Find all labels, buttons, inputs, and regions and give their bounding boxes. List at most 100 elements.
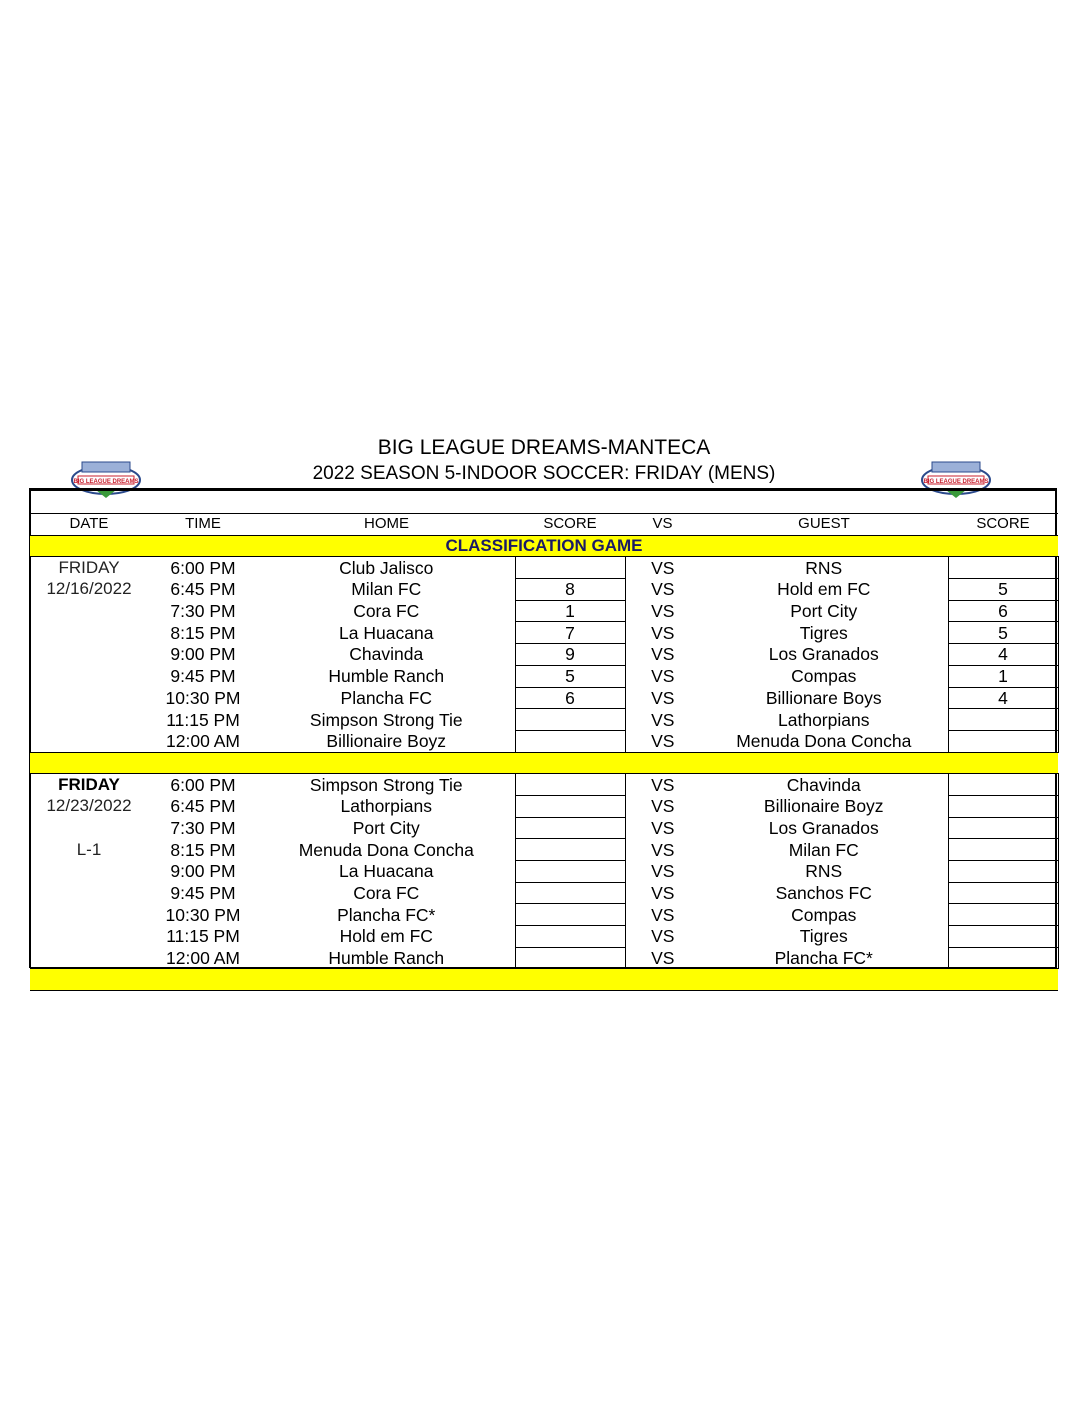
- vs-label: VS: [651, 601, 675, 622]
- guest-score[interactable]: 4: [947, 643, 1059, 666]
- home-score[interactable]: 7: [514, 621, 626, 645]
- game-row: 10:30 PM Plancha FC 6 VS Billionare Boys 4: [30, 686, 1059, 710]
- home-score[interactable]: [514, 946, 626, 970]
- guest-score[interactable]: [947, 729, 1059, 753]
- home-score[interactable]: [514, 773, 626, 796]
- guest-score[interactable]: [947, 946, 1059, 970]
- date-cell: FRIDAY: [58, 557, 120, 577]
- guest-score[interactable]: 1: [947, 664, 1059, 688]
- game-row: 12/23/2022 6:45 PM Lathorpians VS Billionair…: [30, 794, 1059, 818]
- guest-score[interactable]: [947, 881, 1059, 905]
- home-score[interactable]: [514, 794, 626, 818]
- home-score[interactable]: 9: [514, 643, 626, 666]
- home-score[interactable]: [514, 860, 626, 883]
- home-team: Hold em FC: [339, 926, 433, 947]
- game-row: 8:15 PM La Huacana 7 VS Tigres 5: [30, 621, 1059, 645]
- schedule-table: DATE TIME HOME SCORE VS GUEST SCORE CLAS…: [30, 513, 1059, 992]
- header-home: HOME: [258, 513, 515, 536]
- vs-label: VS: [651, 557, 675, 578]
- time-cell: 9:00 PM: [170, 644, 236, 665]
- game-row: 12/16/2022 6:45 PM Milan FC 8 VS Hold em FC 5: [30, 578, 1059, 601]
- header-guest: GUEST: [700, 513, 948, 536]
- vs-label: VS: [651, 579, 675, 600]
- header-vs: VS: [625, 513, 700, 536]
- time-cell: 12:00 AM: [166, 947, 240, 968]
- date-cell: [30, 600, 148, 622]
- game-row: FRIDAY 6:00 PM Simpson Strong Tie VS Chavind…: [30, 773, 1059, 796]
- game-row: 11:15 PM Simpson Strong Tie VS Lathorpians: [30, 708, 1059, 731]
- vs-label: VS: [651, 644, 675, 665]
- game-row: 7:30 PM Port City VS Los Granados: [30, 816, 1059, 840]
- guest-score[interactable]: 5: [947, 578, 1059, 601]
- guest-score[interactable]: [947, 816, 1059, 840]
- guest-score[interactable]: [947, 794, 1059, 818]
- big-league-dreams-logo: BIG LEAGUE DREAMS: [71, 461, 141, 498]
- big-league-dreams-logo: BIG LEAGUE DREAMS: [921, 461, 991, 498]
- guest-score[interactable]: [947, 903, 1059, 927]
- vs-label: VS: [651, 839, 675, 860]
- home-team: Simpson Strong Tie: [309, 774, 463, 795]
- guest-score[interactable]: [947, 925, 1059, 948]
- home-score[interactable]: 5: [514, 664, 626, 688]
- time-cell: 7:30 PM: [170, 601, 236, 622]
- date-cell: [30, 861, 148, 883]
- home-score[interactable]: [514, 925, 626, 948]
- date-cell: [30, 709, 148, 731]
- date-cell: [30, 644, 148, 666]
- home-score[interactable]: [514, 881, 626, 905]
- home-score[interactable]: 8: [514, 578, 626, 601]
- guest-score[interactable]: [947, 556, 1059, 580]
- page-title: BIG LEAGUE DREAMS-MANTECA: [377, 436, 711, 459]
- home-score[interactable]: [514, 729, 626, 753]
- time-cell: 7:30 PM: [170, 817, 236, 838]
- home-score[interactable]: 1: [514, 599, 626, 623]
- game-row: L-1 8:15 PM Menuda Dona Concha VS Milan FC: [30, 838, 1059, 861]
- game-row: 9:00 PM Chavinda 9 VS Los Granados 4: [30, 643, 1059, 666]
- home-team: Milan FC: [351, 579, 422, 600]
- vs-label: VS: [651, 774, 675, 795]
- guest-score[interactable]: 6: [947, 599, 1059, 623]
- vs-label: VS: [651, 709, 675, 730]
- guest-score[interactable]: [947, 708, 1059, 731]
- guest-team: Sanchos FC: [775, 883, 872, 904]
- guest-score[interactable]: 5: [947, 621, 1059, 645]
- guest-score[interactable]: 4: [947, 686, 1059, 710]
- home-team: La Huacana: [339, 622, 434, 643]
- date-cell: [30, 904, 148, 926]
- home-team: Simpson Strong Tie: [309, 709, 463, 730]
- time-cell: 9:45 PM: [170, 666, 236, 687]
- home-score[interactable]: [514, 556, 626, 580]
- time-cell: 9:45 PM: [170, 883, 236, 904]
- home-score[interactable]: [514, 708, 626, 731]
- game-row: 11:15 PM Hold em FC VS Tigres: [30, 925, 1059, 948]
- game-row: 10:30 PM Plancha FC* VS Compas: [30, 903, 1059, 927]
- guest-score[interactable]: [947, 860, 1059, 883]
- guest-team: Menuda Dona Concha: [736, 730, 912, 751]
- vs-label: VS: [651, 687, 675, 708]
- guest-score[interactable]: [947, 838, 1059, 861]
- vs-label: VS: [651, 904, 675, 925]
- vs-label: VS: [651, 622, 675, 643]
- home-score[interactable]: 6: [514, 686, 626, 710]
- separator-fill: [30, 751, 1058, 775]
- home-team: Port City: [352, 817, 420, 838]
- home-team: Lathorpians: [340, 796, 432, 817]
- column-header-row: DATE TIME HOME SCORE VS GUEST SCORE: [30, 513, 1058, 536]
- home-team: La Huacana: [339, 861, 434, 882]
- time-cell: 6:00 PM: [170, 557, 236, 578]
- home-score[interactable]: [514, 903, 626, 927]
- guest-team: Compas: [791, 666, 857, 687]
- vs-label: VS: [651, 666, 675, 687]
- guest-team: Port City: [790, 601, 858, 622]
- vs-label: VS: [651, 926, 675, 947]
- separator-bar: [30, 968, 1058, 992]
- header-time: TIME: [148, 513, 258, 536]
- date-cell: [30, 665, 148, 687]
- home-score[interactable]: [514, 816, 626, 840]
- guest-score[interactable]: [947, 773, 1059, 796]
- game-row: 9:45 PM Humble Ranch 5 VS Compas 1: [30, 664, 1059, 688]
- guest-team: Hold em FC: [777, 579, 871, 600]
- header-date: DATE: [30, 513, 148, 536]
- guest-team: Billionare Boys: [765, 687, 882, 708]
- home-score[interactable]: [514, 838, 626, 861]
